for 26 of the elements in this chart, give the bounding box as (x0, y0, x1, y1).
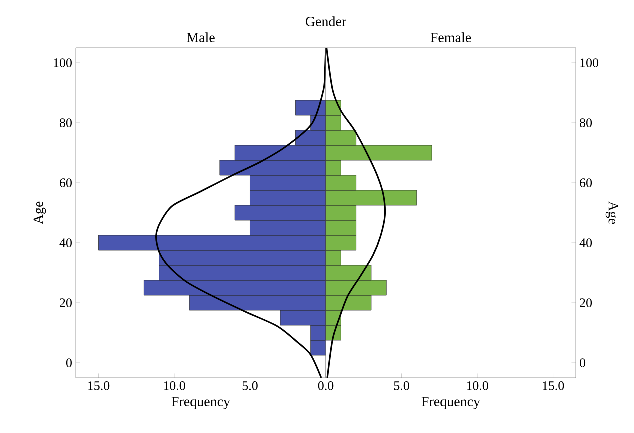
y-tick-label: 60 (580, 178, 592, 188)
y-tick-label: 100 (54, 58, 72, 68)
x-tick-label: 15.0 (88, 382, 110, 390)
text: Gender (306, 16, 346, 26)
y-tick-label: 20 (580, 298, 592, 308)
x-axis-title: Frequency (422, 397, 480, 410)
y-tick-label: 80 (580, 118, 592, 128)
y-axis-title: Age (34, 202, 46, 225)
x-tick-label: 5.0 (242, 382, 258, 390)
y-axis-title: Age (606, 201, 618, 224)
y-tick-label: 0 (66, 358, 72, 368)
chart-title: Female (430, 32, 472, 42)
y-tick-label: 0 (580, 358, 586, 368)
x-tick-label: 5.0 (394, 382, 410, 390)
x-axis-title: Frequency (172, 397, 230, 410)
y-tick-label: 40 (60, 238, 72, 248)
x-tick-label: 10.0 (164, 382, 186, 390)
y-tick-label: 60 (60, 178, 72, 188)
x-tick-label: 15.0 (543, 382, 564, 390)
x-tick-label: 0.0 (318, 382, 334, 390)
y-tick-label: 40 (580, 238, 592, 248)
y-tick-label: 100 (580, 58, 599, 68)
x-tick-label: 10.0 (467, 382, 488, 390)
chart-title: Male (187, 32, 215, 42)
y-tick-label: 80 (60, 118, 72, 128)
y-tick-label: 20 (60, 298, 72, 308)
